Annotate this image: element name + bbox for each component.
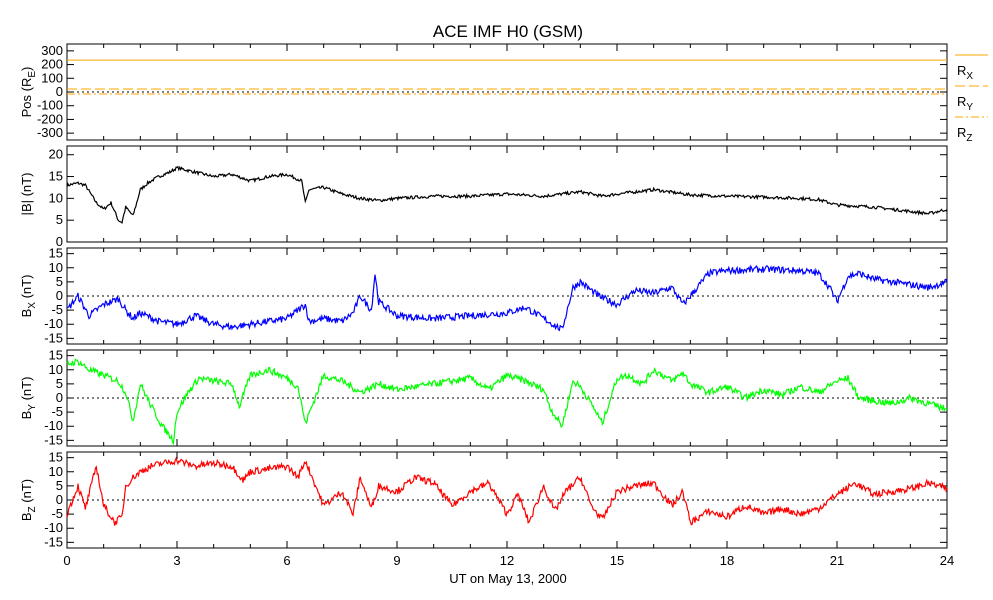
y-tick-label: -15 bbox=[44, 432, 63, 447]
x-tick-label: 24 bbox=[940, 553, 954, 568]
x-tick-label: 15 bbox=[610, 553, 624, 568]
y-tick-label: -15 bbox=[44, 534, 63, 549]
y-tick-label: -300 bbox=[37, 125, 63, 140]
legend-label: RZ bbox=[957, 125, 973, 144]
y-tick-label: 5 bbox=[56, 478, 63, 493]
x-tick-label: 3 bbox=[173, 553, 180, 568]
series-line-btot bbox=[66, 165, 948, 225]
y-tick-label: 10 bbox=[49, 260, 63, 275]
y-tick-label: 5 bbox=[56, 274, 63, 289]
y-tick-label: -5 bbox=[51, 404, 63, 419]
y-tick-label: -5 bbox=[51, 506, 63, 521]
panel-frame bbox=[66, 145, 948, 243]
x-tick-label: 0 bbox=[63, 553, 70, 568]
legend-label: RY bbox=[957, 94, 973, 113]
y-tick-label: 0 bbox=[56, 492, 63, 507]
series-line-bx bbox=[66, 264, 948, 332]
y-tick-label: 15 bbox=[49, 169, 63, 184]
chart-title: ACE IMF H0 (GSM) bbox=[433, 22, 583, 41]
x-tick-label: 6 bbox=[283, 553, 290, 568]
x-tick-label: 21 bbox=[830, 553, 844, 568]
y-tick-label: 15 bbox=[49, 450, 63, 465]
y-tick-label: 0 bbox=[56, 84, 63, 99]
series-line-by bbox=[66, 358, 948, 446]
y-tick-label: 10 bbox=[49, 190, 63, 205]
y-tick-label: 5 bbox=[56, 212, 63, 227]
y-axis-label: |B| (nT) bbox=[19, 173, 34, 216]
y-tick-label: 200 bbox=[41, 57, 63, 72]
y-tick-label: -100 bbox=[37, 98, 63, 113]
y-tick-label: -10 bbox=[44, 418, 63, 433]
x-axis-label: UT on May 13, 2000 bbox=[449, 571, 567, 586]
legend-label: RX bbox=[957, 63, 973, 82]
y-axis-label: Pos (RE) bbox=[19, 67, 38, 118]
y-tick-label: 0 bbox=[56, 288, 63, 303]
y-tick-label: -10 bbox=[44, 520, 63, 535]
y-tick-label: 15 bbox=[49, 348, 63, 363]
y-tick-label: 10 bbox=[49, 362, 63, 377]
y-tick-label: -5 bbox=[51, 302, 63, 317]
panel-btot: 20 15 10 5 0 |B| (nT) bbox=[19, 145, 948, 249]
y-tick-label: 10 bbox=[49, 464, 63, 479]
y-tick-label: 0 bbox=[56, 234, 63, 249]
y-tick-label: 300 bbox=[41, 43, 63, 58]
x-tick-label: 9 bbox=[393, 553, 400, 568]
y-tick-label: 15 bbox=[49, 246, 63, 261]
y-tick-label: 20 bbox=[49, 147, 63, 162]
y-axis-label: BY (nT) bbox=[19, 377, 38, 420]
x-tick-label: 18 bbox=[720, 553, 734, 568]
y-tick-label: -200 bbox=[37, 111, 63, 126]
x-tick-label: 12 bbox=[500, 553, 514, 568]
position-legend: RX RY RZ bbox=[955, 54, 988, 144]
y-tick-label: -15 bbox=[44, 330, 63, 345]
y-tick-label: -10 bbox=[44, 316, 63, 331]
y-tick-label: 5 bbox=[56, 376, 63, 391]
series-line-bz bbox=[66, 456, 948, 526]
y-axis-label: BX (nT) bbox=[19, 275, 38, 318]
y-tick-label: 100 bbox=[41, 70, 63, 85]
y-tick-label: 0 bbox=[56, 390, 63, 405]
y-axis-label: BZ (nT) bbox=[19, 479, 38, 521]
